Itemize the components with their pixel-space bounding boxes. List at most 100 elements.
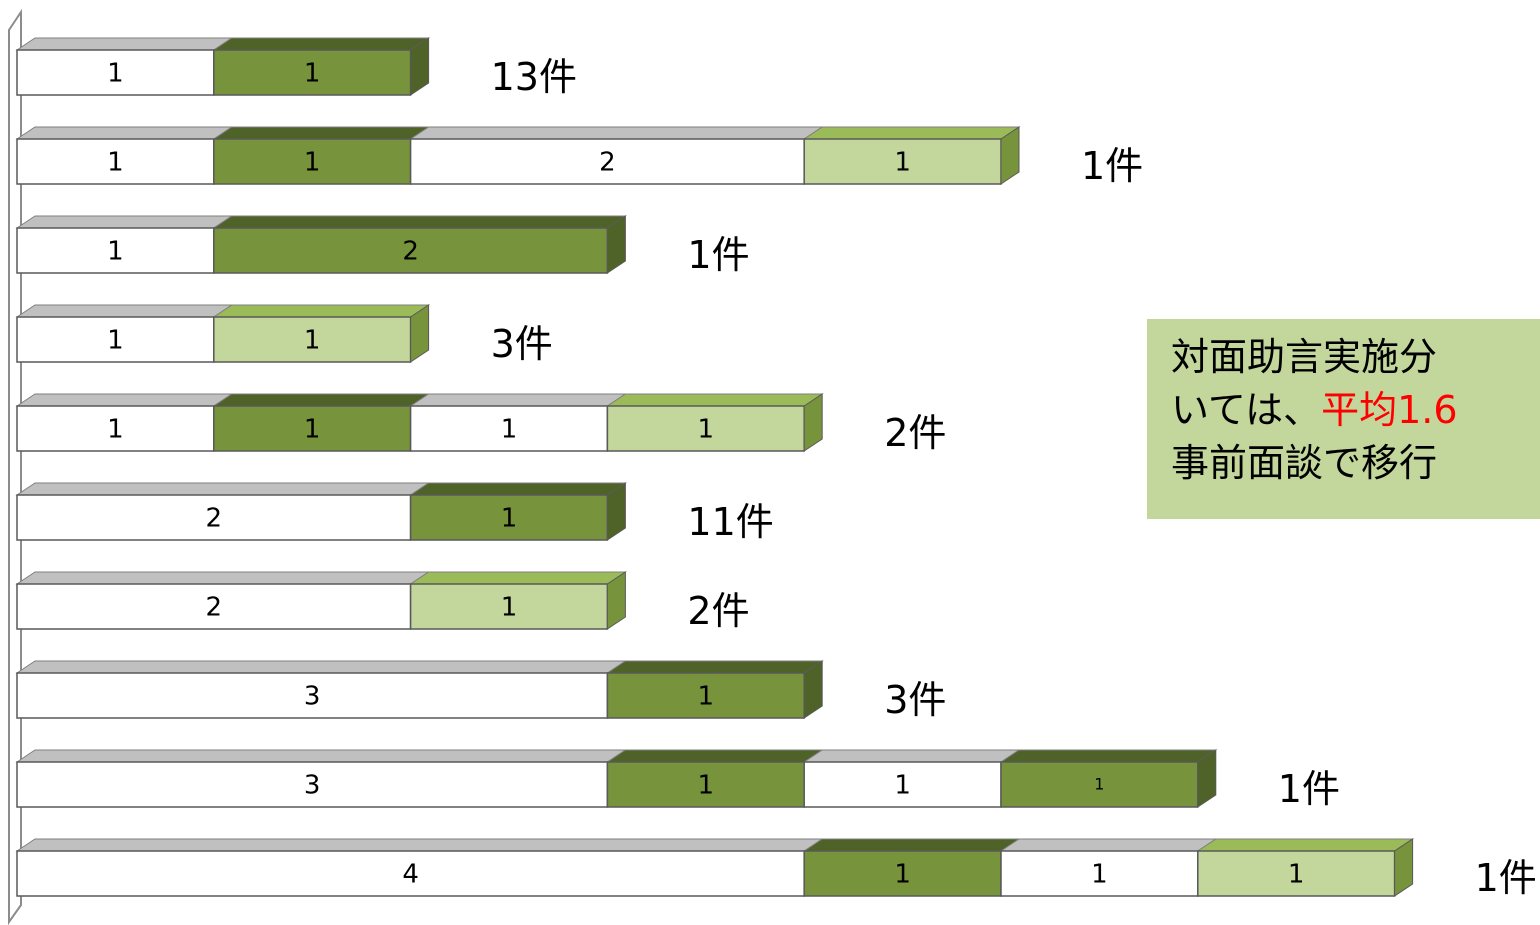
bar-segment-r2-s3	[409, 138, 805, 185]
annotation-line-1: 対面助言実施分	[1171, 335, 1438, 379]
bar-top-r5-s2	[212, 393, 431, 407]
count-label-r1: 13件	[491, 55, 577, 99]
segment-value-label-r10-s1: 4	[402, 860, 419, 890]
segment-value-label-r8-s1: 3	[304, 682, 321, 712]
bar-side-r7	[606, 571, 626, 630]
bar-segment-r9-s2	[606, 761, 805, 808]
bar-top-r9-s4	[999, 749, 1218, 763]
segment-value-label-r5-s2: 1	[304, 415, 321, 445]
bar-segment-r10-s3	[1000, 850, 1199, 897]
bar-top-r8-s2	[605, 660, 824, 674]
segment-value-label-r10-s4: 1	[1288, 860, 1305, 890]
segment-value-label-r7-s2: 1	[501, 593, 518, 623]
bar-top-r6-s1	[15, 482, 431, 496]
bar-top-r8-s1	[15, 660, 628, 674]
count-label-r8: 3件	[884, 678, 946, 722]
bar-top-r10-s2	[802, 838, 1021, 852]
bar-segment-r7-s2	[409, 583, 609, 630]
bar-segment-r9-s3	[803, 761, 1002, 808]
bar-side-r2	[1000, 126, 1020, 185]
count-label-r10: 1件	[1475, 856, 1537, 900]
segment-value-label-r4-s2: 1	[304, 326, 321, 356]
annotation-highlight: 平均1.6	[1321, 388, 1458, 432]
segment-value-label-r7-s1: 2	[206, 593, 223, 623]
segment-value-label-r9-s2: 1	[698, 771, 715, 801]
bar-segment-r10-s2	[803, 850, 1002, 897]
bar-segment-r5-s1	[16, 405, 215, 452]
segment-value-label-r5-s4: 1	[698, 415, 715, 445]
bar-segment-r3-s1	[16, 227, 215, 274]
bar-top-r2-s3	[408, 126, 824, 140]
bar-top-r5-s4	[605, 393, 824, 407]
bar-segment-r9-s1	[16, 761, 609, 808]
bar-segment-r4-s2	[213, 316, 412, 363]
segment-value-label-r5-s3: 1	[501, 415, 518, 445]
segment-value-label-r4-s1: 1	[107, 326, 124, 356]
bar-segment-r1-s1	[16, 49, 215, 96]
count-label-r3: 1件	[687, 233, 749, 277]
bar-side-r4	[410, 304, 430, 363]
bar-side-r5	[803, 393, 823, 452]
segment-value-label-r6-s2: 1	[501, 504, 518, 534]
bar-top-r3-s2	[212, 215, 628, 229]
bar-segment-r8-s1	[16, 672, 609, 719]
segment-value-label-r8-s2: 1	[698, 682, 715, 712]
bar-top-r1-s2	[212, 37, 431, 51]
bar-top-r2-s2	[212, 126, 431, 140]
bar-segment-r7-s1	[16, 583, 412, 630]
segment-value-label-r10-s3: 1	[1091, 860, 1108, 890]
bar-top-r9-s2	[605, 749, 824, 763]
segment-value-label-r3-s2: 2	[402, 237, 419, 267]
bar-top-r10-s4	[1196, 838, 1415, 852]
count-label-r2: 1件	[1081, 144, 1143, 188]
bar-top-r1-s1	[15, 37, 234, 51]
bar-top-r2-s4	[802, 126, 1021, 140]
bar-top-r10-s1	[15, 838, 824, 852]
bar-segment-r10-s4	[1197, 850, 1396, 897]
bar-top-r5-s1	[15, 393, 234, 407]
count-label-r9: 1件	[1278, 767, 1340, 811]
bar-segment-r3-s2	[213, 227, 609, 274]
bar-side-r1	[410, 37, 430, 96]
annotation-line-2: いては、平均1.6	[1171, 384, 1540, 437]
bar-top-r4-s1	[15, 304, 234, 318]
count-label-r5: 2件	[884, 411, 946, 455]
bar-segment-r2-s1	[16, 138, 215, 185]
bar-top-r4-s2	[212, 304, 431, 318]
bar-top-r7-s1	[15, 571, 431, 585]
segment-value-label-r9-s4: 1	[1094, 775, 1104, 794]
segment-value-label-r2-s2: 1	[304, 148, 321, 178]
bar-top-r9-s3	[802, 749, 1021, 763]
segment-value-label-r2-s4: 1	[894, 148, 911, 178]
segment-value-label-r6-s1: 2	[206, 504, 223, 534]
bar-top-r5-s3	[408, 393, 628, 407]
bar-segment-r4-s1	[16, 316, 215, 363]
bar-segment-r9-s4	[1000, 761, 1199, 808]
bar-top-r9-s1	[15, 749, 628, 763]
bar-segment-r6-s2	[409, 494, 609, 541]
bar-segment-r2-s2	[213, 138, 412, 185]
segment-value-label-r9-s1: 3	[304, 771, 321, 801]
bar-top-r2-s1	[15, 126, 234, 140]
bar-segment-r10-s1	[16, 850, 805, 897]
annotation-line-3: 事前面談で移行	[1171, 441, 1438, 485]
bar-segment-r5-s3	[409, 405, 609, 452]
bar-side-r6	[606, 482, 626, 541]
bar-top-r7-s2	[408, 571, 628, 585]
bar-side-r9	[1197, 749, 1217, 808]
segment-value-label-r5-s1: 1	[107, 415, 124, 445]
annotation-box: 対面助言実施分 いては、平均1.6 事前面談で移行	[1147, 319, 1540, 519]
segment-value-label-r10-s2: 1	[894, 860, 911, 890]
segment-value-label-r1-s1: 1	[107, 59, 124, 89]
bar-side-r8	[803, 660, 823, 719]
bar-top-r10-s3	[999, 838, 1218, 852]
bar-top-r6-s2	[408, 482, 628, 496]
segment-value-label-r3-s1: 1	[107, 237, 124, 267]
bar-side-r3	[606, 215, 626, 274]
count-label-r6: 11件	[687, 500, 773, 544]
segment-value-label-r2-s3: 2	[599, 148, 616, 178]
bar-side-r10	[1394, 838, 1414, 897]
segment-value-label-r2-s1: 1	[107, 148, 124, 178]
